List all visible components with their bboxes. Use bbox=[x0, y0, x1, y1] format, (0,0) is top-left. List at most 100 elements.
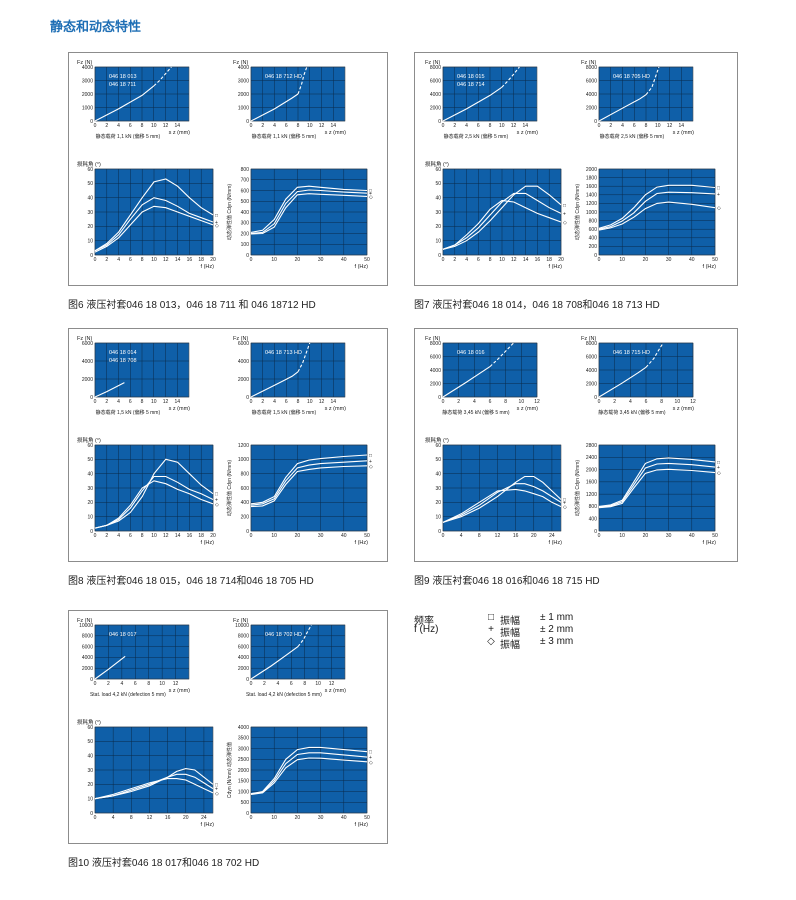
figure-7: 0 2 4 6 8 10 12 14 0 2000 4000 6000 8000 046 18 015 04… bbox=[414, 52, 738, 286]
figure-10-chart-1-load-note: Stat. load 4,2 kN (defection 5 mm) bbox=[90, 692, 166, 698]
figure-9-chart-1-x-axis-label: s z (mm) bbox=[517, 406, 539, 412]
figure-7-chart-4-series-2-marker: + bbox=[717, 192, 720, 198]
figure-7-chart-4-x-tick-label: 40 bbox=[689, 257, 695, 263]
figure-6-chart-2-chart: 0 2 4 6 8 10 12 14 0 1000 2000 3000 4000 046 18 712 H… bbox=[233, 60, 346, 140]
figure-6-chart-1-series-1-line bbox=[94, 85, 155, 122]
figure-6-chart-4-y-tick-label: 500 bbox=[241, 199, 250, 205]
figure-9-chart-3-series-2-marker: + bbox=[563, 500, 566, 506]
figure-7-chart-3-series-1-line bbox=[442, 185, 562, 250]
figure-9-chart-1-x-tick-label: 4 bbox=[473, 399, 476, 405]
figure-7-chart-3-x-axis-label: f (Hz) bbox=[549, 264, 563, 270]
figure-6-chart-2-x-tick-label: 4 bbox=[273, 123, 276, 129]
figure-6-chart-1-y-tick-label: 1000 bbox=[82, 105, 93, 111]
figure-6-chart-1-model-tag: 046 18 013 bbox=[109, 74, 137, 80]
figure-7-chart-3-x-tick-label: 6 bbox=[477, 257, 480, 263]
figure-6-chart-3-x-tick-label: 14 bbox=[175, 257, 181, 263]
figure-10-chart-3-chart: 0 4 8 12 16 20 24 0 10 20 30 40 50 60 □+◇ f (Hz) 损耗角 (°) bbox=[77, 718, 219, 828]
figure-7-chart-1-x-axis-label: s z (mm) bbox=[517, 130, 539, 136]
figure-9-chart-2-y-tick-label: 2000 bbox=[586, 381, 597, 387]
figure-8-chart-4-series-3-marker: ◇ bbox=[369, 464, 373, 470]
figure-10-chart-1-x-tick-label: 8 bbox=[147, 681, 150, 687]
figure-9-chart-3-y-tick-label: 30 bbox=[435, 486, 441, 492]
figure-8-chart-3-y-tick-label: 50 bbox=[87, 457, 93, 463]
figure-6-chart-1-y-axis-label: Fz (N) bbox=[77, 60, 92, 66]
figure-6-chart-2-x-axis-label: s z (mm) bbox=[325, 130, 347, 136]
figure-9-chart-1-y-axis-label: Fz (N) bbox=[425, 336, 440, 342]
figure-6-chart-1-y-tick-label: 2000 bbox=[82, 92, 93, 98]
figure-9-chart-3-series-3-line bbox=[442, 488, 562, 523]
figure-10-chart-4-y-tick-label: 500 bbox=[241, 800, 250, 806]
figure-7-chart-3-y-tick-label: 30 bbox=[435, 210, 441, 216]
figure-8-chart-1-x-tick-label: 2 bbox=[105, 399, 108, 405]
figure-7-chart-3-series-3-marker: ◇ bbox=[563, 220, 567, 226]
figure-8-chart-1-x-tick-label: 14 bbox=[174, 399, 180, 405]
figure-7-chart-1-x-tick-label: 0 bbox=[442, 123, 445, 129]
figure-9-chart-2-x-tick-label: 2 bbox=[613, 399, 616, 405]
figure-7-chart-1-x-tick-label: 12 bbox=[511, 123, 517, 129]
figure-9-chart-1-x-tick-label: 8 bbox=[504, 399, 507, 405]
figure-8: 0 2 4 6 8 10 12 14 0 2000 4000 6000 046 18 014 046 18… bbox=[68, 328, 388, 562]
figure-7-chart-3-y-tick-label: 50 bbox=[435, 181, 441, 187]
figure-10-chart-2-x-tick-label: 4 bbox=[276, 681, 279, 687]
figure-7-chart-2-y-tick-label: 6000 bbox=[586, 78, 597, 84]
figure-6-chart-1-x-tick-label: 0 bbox=[94, 123, 97, 129]
figure-10-chart-2-series-1-line bbox=[250, 646, 299, 680]
figure-10-chart-3-x-tick-label: 4 bbox=[112, 815, 115, 821]
figure-7-chart-1-y-axis-label: Fz (N) bbox=[425, 60, 440, 66]
figure-10-chart-2-chart: 0 2 4 6 8 10 12 0 2000 4000 6000 8000 10000 046 18 70… bbox=[233, 618, 346, 698]
figure-8-chart-4-x-tick-label: 20 bbox=[295, 533, 301, 539]
figure-6-chart-4-y-tick-label: 400 bbox=[241, 210, 250, 216]
figure-9-chart-2-y-tick-label: 0 bbox=[594, 395, 597, 401]
figure-6-chart-4-x-tick-label: 0 bbox=[250, 257, 253, 263]
figure-10-chart-1-x-tick-label: 0 bbox=[94, 681, 97, 687]
figure-8-chart-3-series-2-marker: + bbox=[215, 497, 218, 503]
figure-8-chart-3-series-2-line bbox=[94, 475, 214, 529]
figure-6-chart-3-chart: 0 2 4 6 8 10 12 14 16 18 20 0 10 20 30 40 50 60 □+◇ f (Hz) 损… bbox=[77, 160, 219, 270]
figure-7-chart-4-y-tick-label: 1600 bbox=[586, 184, 597, 190]
figure-7-chart-3-x-tick-label: 10 bbox=[499, 257, 505, 263]
legend-frequency-label: 频率 bbox=[414, 616, 434, 627]
figure-8-chart-1-series-1-line bbox=[94, 382, 125, 398]
figure-8-chart-4-y-tick-label: 600 bbox=[241, 486, 250, 492]
figure-8-chart-2-x-tick-label: 0 bbox=[250, 399, 253, 405]
figure-7-chart-4-x-axis-label: f (Hz) bbox=[703, 264, 717, 270]
legend-amplitude-label: 振幅 bbox=[500, 628, 520, 639]
figure-10-chart-4-y-tick-label: 1000 bbox=[238, 789, 249, 795]
figure-10-chart-2-model-tag: 046 18 702 HD bbox=[265, 632, 302, 638]
figure-9-chart-3-x-tick-label: 8 bbox=[478, 533, 481, 539]
figure-9-chart-4-x-tick-label: 50 bbox=[712, 533, 718, 539]
figure-10-chart-1-y-tick-label: 2000 bbox=[82, 666, 93, 672]
figure-9-chart-4-x-tick-label: 20 bbox=[643, 533, 649, 539]
figure-6-chart-1-y-tick-label: 4000 bbox=[82, 65, 93, 71]
legend-amplitude-label: 振幅 bbox=[500, 616, 520, 627]
figure-8-chart-4-y-tick-label: 200 bbox=[241, 514, 250, 520]
figure-7-chart-3-x-tick-label: 2 bbox=[453, 257, 456, 263]
figure-7-chart-4-series-1-marker: □ bbox=[717, 185, 720, 191]
figure-9-chart-3-series-1-marker: □ bbox=[563, 497, 566, 503]
figure-6-caption: 图6 液压衬套046 18 013，046 18 711 和 046 18712… bbox=[68, 300, 316, 311]
figure-6-chart-2-x-tick-label: 2 bbox=[261, 123, 264, 129]
figure-8-chart-2-series-1-line bbox=[250, 371, 299, 398]
figure-9-chart-3-x-tick-label: 20 bbox=[531, 533, 537, 539]
figure-10-chart-4-y-tick-label: 4000 bbox=[238, 725, 249, 731]
figure-6-chart-4-y-tick-label: 0 bbox=[246, 253, 249, 259]
figure-9-chart-3-y-tick-label: 0 bbox=[438, 529, 441, 535]
figure-10-chart-2-x-tick-label: 10 bbox=[315, 681, 321, 687]
figure-7-chart-4-series-3-marker: ◇ bbox=[717, 206, 721, 212]
figure-9-chart-3-x-tick-label: 4 bbox=[460, 533, 463, 539]
figure-9-chart-1-chart: 0 2 4 6 8 10 12 0 2000 4000 6000 8000 046 18 016 s z … bbox=[425, 336, 540, 416]
figure-10-chart-4-x-tick-label: 0 bbox=[250, 815, 253, 821]
figure-7-chart-3-series-1-marker: □ bbox=[563, 203, 566, 209]
figure-7-chart-3-x-tick-label: 8 bbox=[489, 257, 492, 263]
figure-9-chart-2-y-tick-label: 4000 bbox=[586, 368, 597, 374]
figure-7-chart-4-x-tick-label: 50 bbox=[712, 257, 718, 263]
figure-10-chart-3-y-tick-label: 20 bbox=[87, 782, 93, 788]
figure-6-chart-4-y-tick-label: 300 bbox=[241, 221, 250, 227]
figure-7-chart-1-series-1-line bbox=[442, 86, 503, 122]
figure-7-chart-3-x-tick-label: 16 bbox=[535, 257, 541, 263]
figure-9-chart-4-x-axis-label: f (Hz) bbox=[703, 540, 717, 546]
figure-10-chart-2-y-tick-label: 8000 bbox=[238, 634, 249, 640]
figure-6-chart-4-series-1-marker: □ bbox=[369, 189, 372, 195]
